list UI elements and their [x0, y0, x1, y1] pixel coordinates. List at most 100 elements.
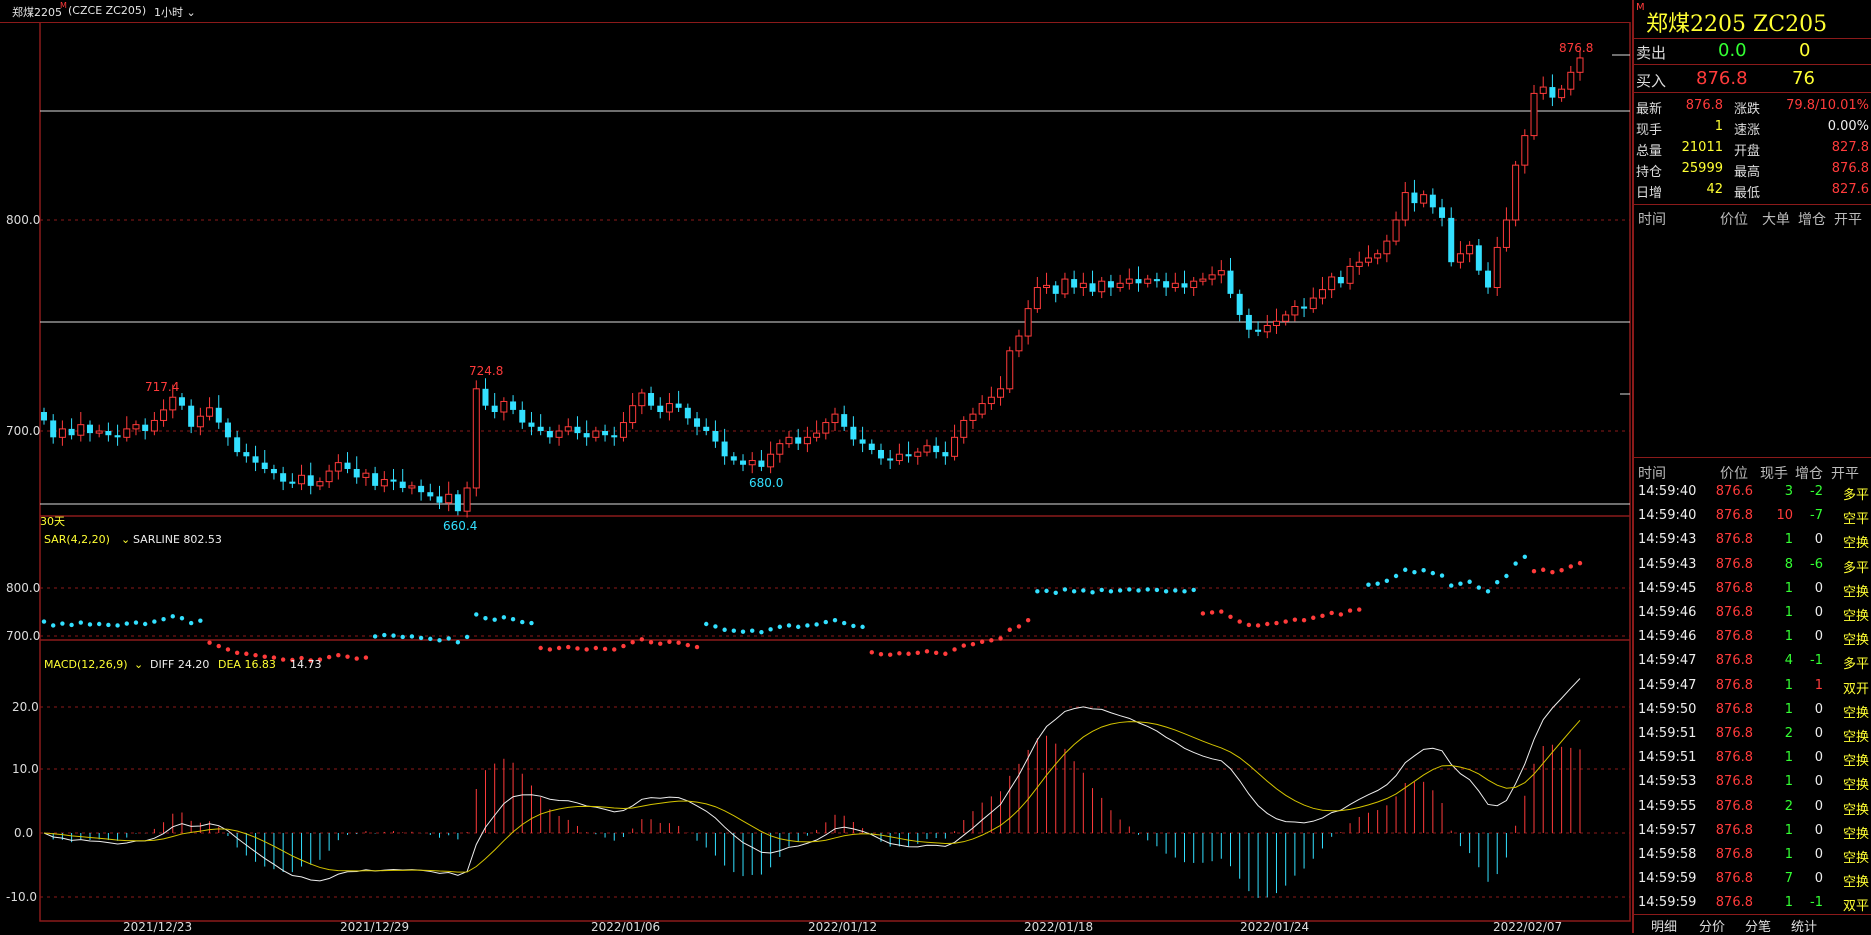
trade-oc: 空换	[1842, 802, 1869, 818]
trade-row: 14:59:55 876.8 2 0 空换	[1634, 795, 1871, 819]
candle-body	[740, 460, 747, 465]
candle-body	[1401, 192, 1409, 221]
candle-body	[887, 458, 894, 461]
candle-body	[86, 424, 93, 434]
sar-dot	[704, 621, 709, 627]
candle-body	[234, 437, 241, 453]
candle-body	[1255, 329, 1262, 332]
candle-body	[390, 479, 397, 482]
candle-body	[1263, 325, 1271, 333]
sar-chevron-icon[interactable]: ⌄	[121, 533, 130, 546]
macd-diff-label: DIFF 24.20	[150, 658, 209, 671]
sar-dot	[1191, 587, 1196, 593]
trade-oc: 空换	[1842, 778, 1869, 794]
sar-dot	[805, 623, 810, 628]
sar-dot	[970, 641, 976, 647]
candle-body	[813, 432, 821, 438]
main-contract-mark: M	[1636, 2, 1645, 13]
candle-body	[592, 430, 600, 438]
quote-value: 827.6	[1831, 182, 1869, 197]
quote-value: 21011	[1681, 140, 1723, 155]
contract-name: 郑煤2205	[12, 6, 62, 19]
sar-dot	[786, 623, 792, 628]
kline-chart[interactable]: 800.0 700.0 30天 876.8 717.4 724.8 680.0 …	[0, 22, 1632, 933]
sar-dot	[989, 638, 994, 643]
macd-ylabel-0: 0.0	[14, 826, 33, 840]
candle-body	[1079, 282, 1087, 289]
sar-dot	[547, 647, 553, 652]
trade-price: 876.8	[1715, 629, 1753, 645]
candle-body	[942, 452, 949, 457]
trade-price: 876.8	[1715, 677, 1753, 693]
tab-stats[interactable]: 统计	[1790, 920, 1817, 935]
sar-dot	[667, 639, 672, 644]
trade-inc: 0	[1814, 605, 1823, 620]
sar-title: SAR(4,2,20)	[44, 533, 110, 546]
trade-time: 14:59:51	[1638, 726, 1697, 741]
col-time: 时间	[1638, 466, 1666, 482]
trade-inc: 0	[1814, 629, 1823, 645]
candle-body	[1493, 246, 1501, 289]
sar-dot	[225, 647, 231, 652]
sar-dot	[1467, 579, 1472, 584]
sar-dot	[1099, 587, 1104, 593]
sar-dot	[869, 650, 874, 655]
sar-dot	[841, 620, 847, 626]
quote-label: 日增	[1636, 186, 1663, 201]
candle-body	[528, 422, 535, 427]
trade-hand: 1	[1784, 847, 1793, 862]
candle-body	[997, 388, 1005, 398]
tab-price-dist[interactable]: 分价	[1698, 920, 1725, 935]
trade-time: 14:59:59	[1638, 895, 1697, 911]
trade-inc: 0	[1814, 580, 1823, 596]
trade-price: 876.8	[1715, 653, 1753, 669]
trade-oc: 空换	[1842, 826, 1869, 842]
sar-dot	[354, 656, 359, 661]
sar-dot	[878, 652, 884, 657]
trade-oc: 空平	[1842, 512, 1869, 528]
sar-dot	[483, 616, 488, 621]
col-oc: 开平	[1834, 212, 1862, 228]
trade-inc: 0	[1814, 726, 1823, 741]
candle-body	[1015, 335, 1023, 352]
trade-inc: -7	[1810, 508, 1823, 524]
sar-dot	[336, 653, 341, 658]
trade-price: 876.8	[1715, 750, 1753, 766]
sar-dot	[244, 651, 249, 656]
sar-dot	[621, 643, 626, 649]
period-selector[interactable]: 1小时 ⌄	[154, 4, 196, 20]
trade-inc: 1	[1814, 677, 1823, 693]
trade-inc: 0	[1814, 701, 1823, 717]
trade-oc: 多平	[1842, 657, 1869, 673]
sar-dot	[1338, 612, 1344, 617]
candle-body	[969, 413, 977, 421]
trade-time: 14:59:57	[1638, 822, 1697, 838]
trade-hand: 2	[1784, 726, 1793, 741]
sar-dot	[1062, 587, 1068, 592]
divider	[1634, 457, 1871, 458]
sar-dot	[1145, 587, 1150, 592]
annotation-high-2: 724.8	[469, 364, 503, 378]
trade-row: 14:59:59 876.8 1 -1 双平	[1634, 891, 1871, 915]
trade-oc: 双开	[1842, 681, 1869, 697]
candle-body	[436, 496, 443, 503]
sar-dot	[271, 655, 277, 660]
candle-body	[454, 494, 461, 512]
trade-row: 14:59:51 876.8 1 0 空换	[1634, 746, 1871, 770]
quote-label: 最新	[1636, 102, 1663, 117]
sar-dot	[887, 652, 893, 657]
chart-header: 郑煤2205 M (CZCE ZC205) 1小时 ⌄	[0, 0, 1630, 23]
trade-time: 14:59:53	[1638, 774, 1697, 790]
sar-dot	[1412, 569, 1417, 575]
tab-ticks[interactable]: 分笔	[1744, 920, 1771, 935]
tab-detail[interactable]: 明细	[1650, 920, 1677, 935]
x-label: 2022/01/06	[591, 920, 660, 933]
sar-dot	[1007, 627, 1012, 632]
macd-chevron-icon[interactable]: ⌄	[134, 658, 143, 671]
sar-dot	[1044, 588, 1049, 594]
sar-dot	[1485, 589, 1491, 594]
candle-body	[1245, 314, 1252, 330]
candle-body	[1135, 279, 1142, 284]
sar-dot	[446, 636, 451, 641]
candle-body	[611, 435, 618, 438]
